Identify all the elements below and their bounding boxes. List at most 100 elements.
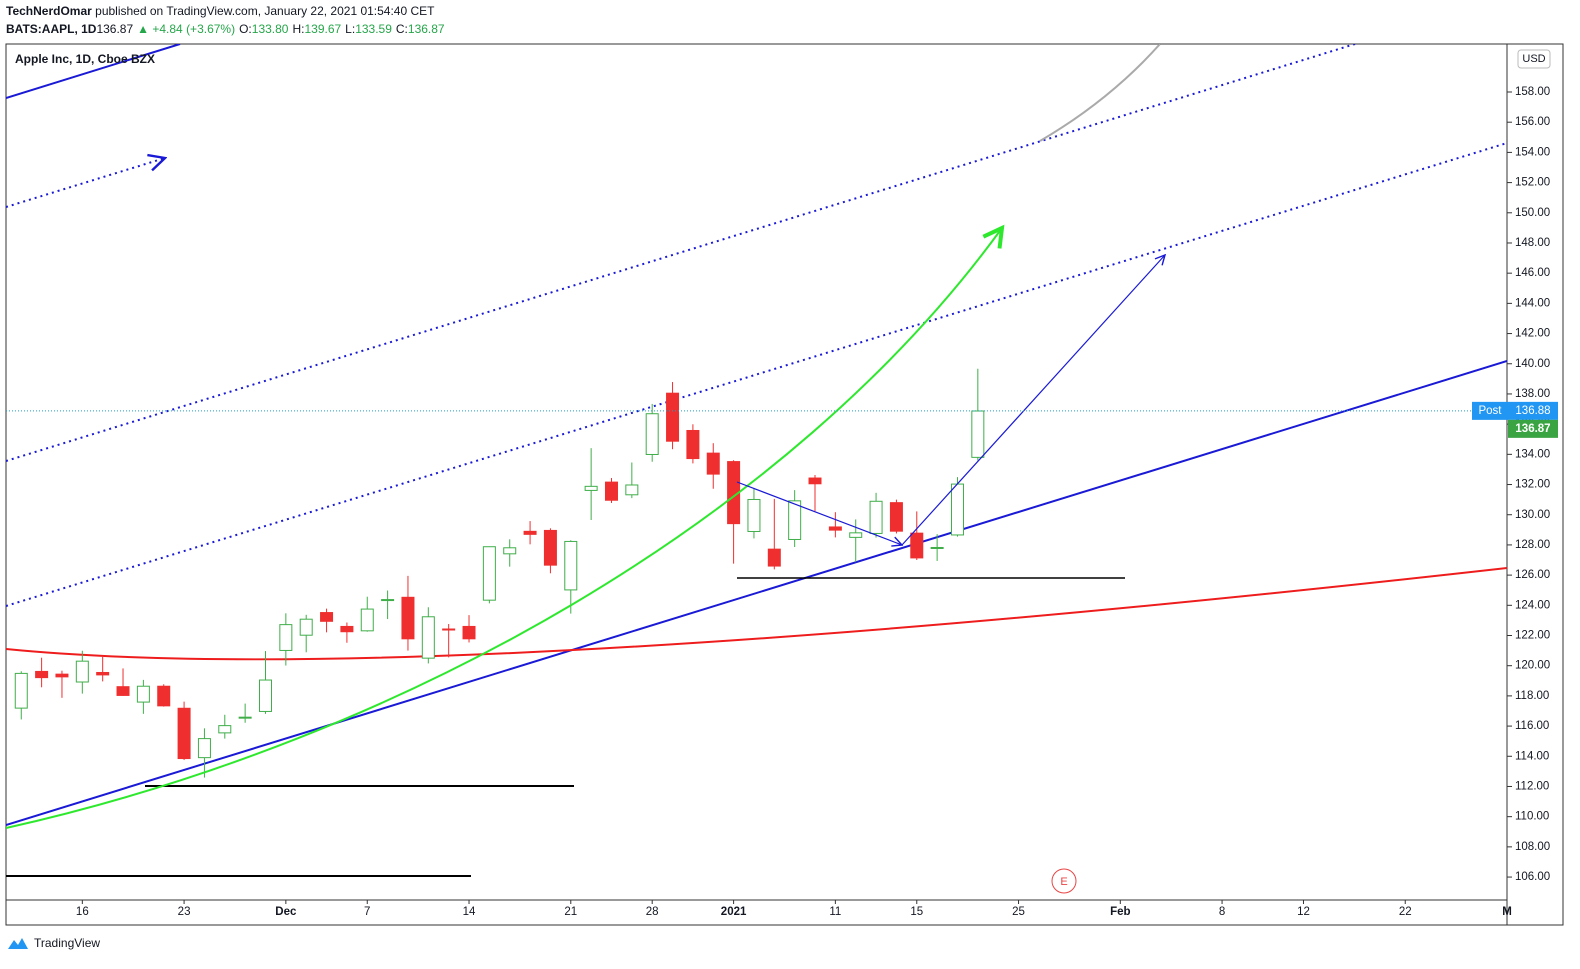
candle-body — [258, 679, 272, 712]
x-tick-label: 15 — [910, 906, 923, 918]
candle-body — [604, 481, 618, 501]
candle-body — [828, 526, 842, 531]
channel-line — [6, 44, 1356, 462]
ohlc-label: C: — [395, 22, 408, 36]
candle-body — [340, 625, 354, 633]
candle-body — [299, 618, 313, 636]
candle-body — [625, 484, 639, 496]
y-tick-label: 122.00 — [1515, 630, 1550, 642]
last-price-box — [1508, 419, 1558, 438]
ohlc-value: 133.80 — [251, 22, 289, 36]
x-tick-label: 2021 — [721, 906, 747, 918]
y-tick-label: 146.00 — [1515, 267, 1550, 279]
frame — [5, 43, 1564, 926]
earnings-marker — [1051, 868, 1077, 894]
x-tick-label: 28 — [646, 906, 659, 918]
candle-body — [564, 540, 578, 591]
candle-body — [421, 616, 435, 659]
candle-body — [238, 716, 252, 719]
candle-body — [767, 548, 781, 567]
x-tick-label: 12 — [1297, 906, 1310, 918]
y-tick-label: 108.00 — [1515, 841, 1550, 853]
brand-logo — [8, 938, 28, 949]
x-tick-label: M — [1502, 906, 1512, 918]
candle-body — [482, 546, 496, 601]
y-tick-label: 158.00 — [1515, 86, 1550, 98]
y-tick-label: 134.00 — [1515, 448, 1550, 460]
y-tick-label: 130.00 — [1515, 509, 1550, 521]
candle-body — [950, 483, 964, 536]
candle-body — [645, 413, 659, 455]
y-tick-label: 124.00 — [1515, 599, 1550, 611]
candle-body — [971, 410, 985, 458]
x-tick-label: 23 — [178, 906, 191, 918]
channel-line — [6, 142, 1507, 607]
candle-body — [503, 547, 517, 555]
y-tick-label: 154.00 — [1515, 146, 1550, 158]
candle-body — [808, 477, 822, 485]
post-price-box — [1508, 401, 1558, 420]
y-tick-label: 144.00 — [1515, 297, 1550, 309]
y-tick-label: 148.00 — [1515, 237, 1550, 249]
last-price: 136.87 — [1515, 423, 1550, 435]
ohlc-value: 139.67 — [304, 22, 342, 36]
y-tick-label: 114.00 — [1515, 750, 1549, 762]
y-tick-label: 116.00 — [1515, 720, 1549, 732]
trendline — [6, 44, 181, 99]
candle-body — [55, 673, 69, 678]
y-tick-label: 120.00 — [1515, 660, 1550, 672]
ohlc: O:133.80 H:139.67 L:133.59 C:136.87 — [239, 22, 449, 36]
ohlc-label: H: — [292, 22, 305, 36]
candle-body — [136, 685, 150, 703]
x-tick-label: 7 — [364, 906, 370, 918]
candle-body — [75, 660, 89, 683]
x-tick-label: Dec — [275, 906, 297, 918]
candle-body — [96, 671, 110, 676]
candle-body — [360, 608, 374, 632]
candle-body — [442, 628, 456, 631]
y-tick-label: 140.00 — [1515, 358, 1550, 370]
x-tick-label: 21 — [564, 906, 577, 918]
x-tick-label: Feb — [1110, 906, 1130, 918]
author: TechNerdOmar — [6, 4, 92, 18]
candle-body — [889, 502, 903, 532]
y-tick-label: 126.00 — [1515, 569, 1550, 581]
ohlc-label: L: — [345, 22, 356, 36]
published: published on TradingView.com, January 22… — [95, 4, 435, 18]
candle-body — [747, 498, 761, 532]
candle-body — [218, 725, 232, 734]
last: 136.87 — [96, 22, 134, 36]
candle-body — [279, 624, 293, 651]
currency-box — [1517, 49, 1551, 69]
candle-body — [584, 485, 598, 491]
y-tick-label: 152.00 — [1515, 177, 1550, 189]
candle-body — [320, 612, 334, 622]
ohlc-value: 133.59 — [355, 22, 392, 36]
symbol: BATS:AAPL, 1D — [6, 22, 97, 36]
x-tick-label: 25 — [1012, 906, 1025, 918]
y-tick-label: 138.00 — [1515, 388, 1550, 400]
red-curve — [6, 567, 1507, 661]
post-tag — [1472, 401, 1508, 420]
candle-body — [401, 596, 415, 640]
support-line — [6, 360, 1507, 826]
candle-body — [930, 546, 944, 549]
publish-line: TechNerdOmar published on TradingView.co… — [6, 4, 439, 18]
change: ▲ +4.84 (+3.67%) — [137, 22, 236, 36]
x-tick-label: 22 — [1399, 906, 1412, 918]
thin-arrow — [736, 481, 902, 545]
y-tick-label: 112.00 — [1515, 781, 1549, 793]
y-tick-label: 118.00 — [1515, 690, 1549, 702]
dotted-arrow — [6, 158, 165, 208]
ohlc-value: 136.87 — [407, 22, 445, 36]
y-tick-label: 132.00 — [1515, 479, 1550, 491]
candle-body — [197, 738, 211, 759]
x-tick-label: 16 — [76, 906, 89, 918]
candle-body — [686, 429, 700, 460]
chart-title: Apple Inc, 1D, Cboe BZX — [15, 52, 155, 66]
candle-body — [116, 686, 130, 696]
post-price: 136.88 — [1515, 405, 1550, 417]
ohlc-label: O: — [239, 22, 252, 36]
